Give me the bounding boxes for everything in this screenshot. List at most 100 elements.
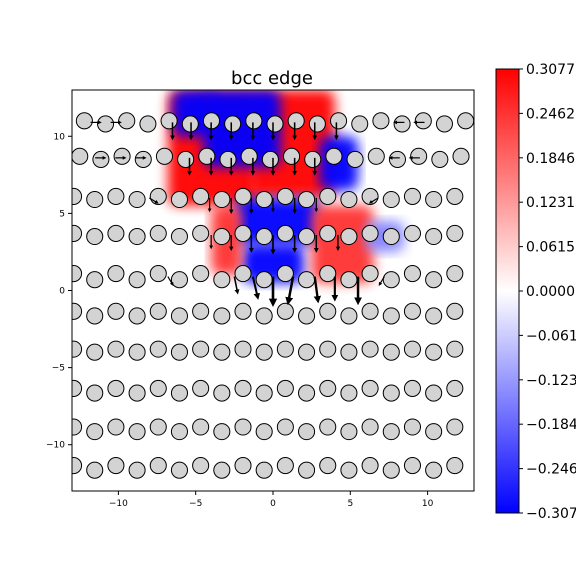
atom [452, 147, 470, 165]
atom [149, 340, 167, 358]
atom [425, 461, 443, 479]
atom [388, 150, 407, 168]
atom [446, 379, 464, 397]
atom [266, 115, 284, 133]
colorbar-gradient [495, 68, 520, 514]
atom [425, 423, 443, 441]
atom [224, 115, 242, 133]
atom [255, 271, 273, 289]
atom [298, 384, 316, 402]
atom [361, 187, 379, 205]
atom [139, 115, 157, 133]
atom [340, 227, 358, 246]
atom [403, 340, 422, 358]
atom [276, 224, 294, 242]
atom [361, 418, 379, 436]
atom [298, 271, 316, 289]
atom [255, 190, 273, 209]
y-tick-label: 0 [59, 287, 65, 297]
atom [234, 187, 252, 205]
atom [181, 115, 199, 133]
x-tick-label: 10 [422, 499, 434, 509]
atom [134, 150, 152, 168]
displacement-arrow [368, 197, 379, 204]
colorbar-ticks: 0.3077 0.2462 0.1846 0.1231 0.0615 0.0000 −0.0… [519, 62, 576, 522]
atom [72, 147, 89, 165]
atom [382, 423, 400, 441]
colorbar-tick-label: 0.0000 [526, 284, 575, 300]
field-region [234, 197, 320, 245]
x-tick-label: 5 [347, 499, 353, 509]
atom [170, 423, 188, 441]
atom [403, 418, 422, 436]
colorbar-tick-label: 0.1231 [526, 195, 575, 211]
y-tick-label: −10 [46, 441, 65, 451]
atom [86, 461, 104, 479]
atom [128, 384, 146, 402]
atom [213, 423, 231, 441]
arrow-layer [90, 120, 425, 307]
atom [86, 423, 104, 441]
atom [298, 307, 316, 325]
atom [234, 302, 252, 320]
atom [192, 340, 210, 358]
atom [446, 340, 464, 358]
atom [298, 343, 316, 361]
atom [97, 115, 115, 133]
atom [276, 418, 294, 436]
atom-layer [72, 112, 474, 479]
colorbar-tick-label: 0.0615 [526, 240, 575, 256]
atom [107, 224, 125, 242]
atom [261, 150, 279, 168]
atom [128, 271, 146, 289]
x-axis: −10 −5 0 5 10 [109, 491, 434, 509]
atom [192, 302, 210, 320]
atom [425, 190, 443, 209]
atom [240, 147, 258, 165]
atom [170, 384, 188, 402]
atom [340, 343, 358, 361]
atom [86, 307, 104, 325]
atom [86, 384, 104, 402]
chart-title: bcc edge [231, 68, 313, 89]
atom [170, 271, 188, 289]
atom [128, 190, 146, 209]
atom [304, 150, 322, 168]
atom [72, 302, 83, 320]
atom [86, 190, 104, 209]
atom [330, 112, 348, 130]
atom [340, 384, 358, 402]
atom [160, 112, 178, 130]
colorbar-tick-label: 0.2462 [526, 106, 575, 122]
y-tick-label: 5 [59, 209, 65, 219]
atom [403, 187, 422, 205]
atom [86, 343, 104, 361]
atom [298, 190, 316, 209]
x-tick-label: −5 [189, 499, 202, 509]
colorbar-tick-label: −0.0615 [526, 328, 576, 344]
atom [128, 461, 146, 479]
atom [403, 264, 422, 283]
atom [276, 379, 294, 397]
atom [319, 457, 337, 475]
atom [72, 418, 83, 436]
colorbar: 0.3077 0.2462 0.1846 0.1231 0.0615 0.0000 −0.0… [495, 62, 576, 522]
atom [410, 147, 428, 165]
atom [72, 224, 83, 242]
atom [107, 340, 125, 358]
plot-area [71, 89, 475, 492]
atom [361, 340, 379, 358]
atom [403, 457, 422, 475]
atom [382, 190, 400, 209]
atom [435, 115, 454, 133]
atom [414, 112, 432, 130]
displacement-arrow [313, 276, 322, 304]
atom [155, 147, 174, 165]
atom [255, 461, 273, 479]
atom [113, 147, 131, 165]
x-tick-label: −10 [109, 499, 128, 509]
atom [198, 147, 216, 165]
atom [192, 418, 210, 436]
atom [107, 379, 125, 397]
atom [219, 150, 237, 168]
